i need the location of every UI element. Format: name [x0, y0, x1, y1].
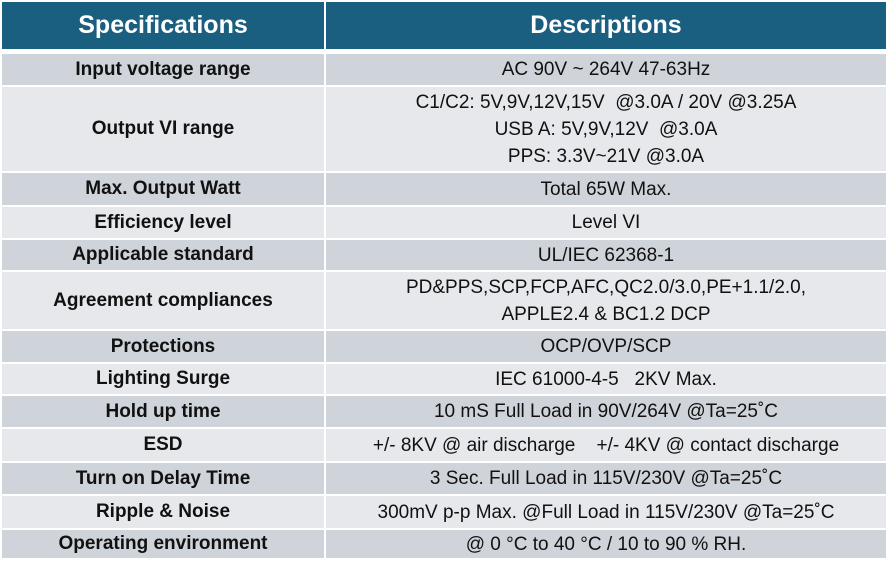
description-line: OCP/OVP/SCP [540, 336, 672, 357]
spec-cell: ESD [2, 429, 324, 461]
spec-cell: Ripple & Noise [2, 496, 324, 528]
table-row: Applicable standard UL/IEC 62368-1 [2, 240, 886, 270]
description-line: Total 65W Max. [540, 178, 672, 200]
description-cell: +/- 8KV @ air discharge +/- 4KV @ contac… [326, 429, 886, 461]
spec-cell: Input voltage range [2, 54, 324, 85]
table-row: Hold up time 10 mS Full Load in 90V/264V … [2, 396, 886, 427]
table-row: Max. Output Watt Total 65W Max. [2, 173, 886, 205]
header-specifications: Specifications [2, 2, 324, 49]
description-line: 300mV p-p Max. @Full Load in 115V/230V @… [377, 501, 835, 523]
description-line: @ 0 °C to 40 °C / 10 to 90 % RH. [465, 533, 747, 555]
spec-cell: Efficiency level [2, 207, 324, 238]
spec-cell: Operating environment [2, 530, 324, 558]
description-cell: IEC 61000-4-5 2KV Max. [326, 364, 886, 394]
spec-cell: Agreement compliances [2, 272, 324, 329]
spec-cell: Protections [2, 331, 324, 362]
description-cell: OCP/OVP/SCP [326, 331, 886, 362]
description-cell: @ 0 °C to 40 °C / 10 to 90 % RH. [326, 530, 886, 558]
description-line: +/- 8KV @ air discharge +/- 4KV @ contac… [372, 434, 840, 456]
description-line: 3 Sec. Full Load in 115V/230V @Ta=25˚C [429, 468, 783, 489]
table-row: Efficiency level Level VI [2, 207, 886, 238]
specifications-table: Specifications Descriptions Input voltag… [2, 2, 886, 558]
description-cell: 300mV p-p Max. @Full Load in 115V/230V @… [326, 496, 886, 528]
description-cell: UL/IEC 62368-1 [326, 240, 886, 270]
description-cell: 3 Sec. Full Load in 115V/230V @Ta=25˚C [326, 463, 886, 494]
description-line: 10 mS Full Load in 90V/264V @Ta=25˚C [433, 401, 779, 422]
spec-cell: Hold up time [2, 396, 324, 427]
description-cell: AC 90V ~ 264V 47-63Hz [326, 54, 886, 85]
table-row: Agreement compliances PD&PPS,SCP,FCP,AFC,… [2, 272, 886, 329]
table-row: Protections OCP/OVP/SCP [2, 331, 886, 362]
description-line: IEC 61000-4-5 2KV Max. [495, 368, 717, 390]
table-row: Lighting Surge IEC 61000-4-5 2KV Max. [2, 364, 886, 394]
table-row: Ripple & Noise 300mV p-p Max. @Full Load … [2, 496, 886, 528]
table-row: Output VI range C1/C2: 5V,9V,12V,15V @3.0… [2, 87, 886, 171]
description-cell: 10 mS Full Load in 90V/264V @Ta=25˚C [326, 396, 886, 427]
description-line: UL/IEC 62368-1 [537, 244, 675, 266]
description-line: PD&PPS,SCP,FCP,AFC,QC2.0/3.0,PE+1.1/2.0, [405, 276, 807, 298]
description-line: C1/C2: 5V,9V,12V,15V @3.0A / 20V @3.25A [415, 91, 797, 113]
header-row: Specifications Descriptions [2, 2, 886, 49]
spec-cell: Applicable standard [2, 240, 324, 270]
description-line: AC 90V ~ 264V 47-63Hz [501, 59, 711, 80]
description-cell: PD&PPS,SCP,FCP,AFC,QC2.0/3.0,PE+1.1/2.0,… [326, 272, 886, 329]
table-row: Turn on Delay Time 3 Sec. Full Load in 11… [2, 463, 886, 494]
header-divider [2, 51, 886, 52]
table-row: Operating environment @ 0 °C to 40 °C / 1… [2, 530, 886, 558]
description-cell: Total 65W Max. [326, 173, 886, 205]
header-descriptions: Descriptions [326, 2, 886, 49]
spec-cell: Max. Output Watt [2, 173, 324, 205]
spec-cell: Output VI range [2, 87, 324, 171]
description-line: APPLE2.4 & BC1.2 DCP [501, 303, 711, 325]
description-line: Level VI [571, 212, 641, 233]
description-line: USB A: 5V,9V,12V @3.0A [494, 118, 718, 140]
spec-cell: Turn on Delay Time [2, 463, 324, 494]
description-cell: C1/C2: 5V,9V,12V,15V @3.0A / 20V @3.25A U… [326, 87, 886, 171]
description-cell: Level VI [326, 207, 886, 238]
spec-cell: Lighting Surge [2, 364, 324, 394]
table-row: ESD +/- 8KV @ air discharge +/- 4KV @ con… [2, 429, 886, 461]
table-row: Input voltage range AC 90V ~ 264V 47-63Hz [2, 54, 886, 85]
description-line: PPS: 3.3V~21V @3.0A [507, 145, 705, 167]
